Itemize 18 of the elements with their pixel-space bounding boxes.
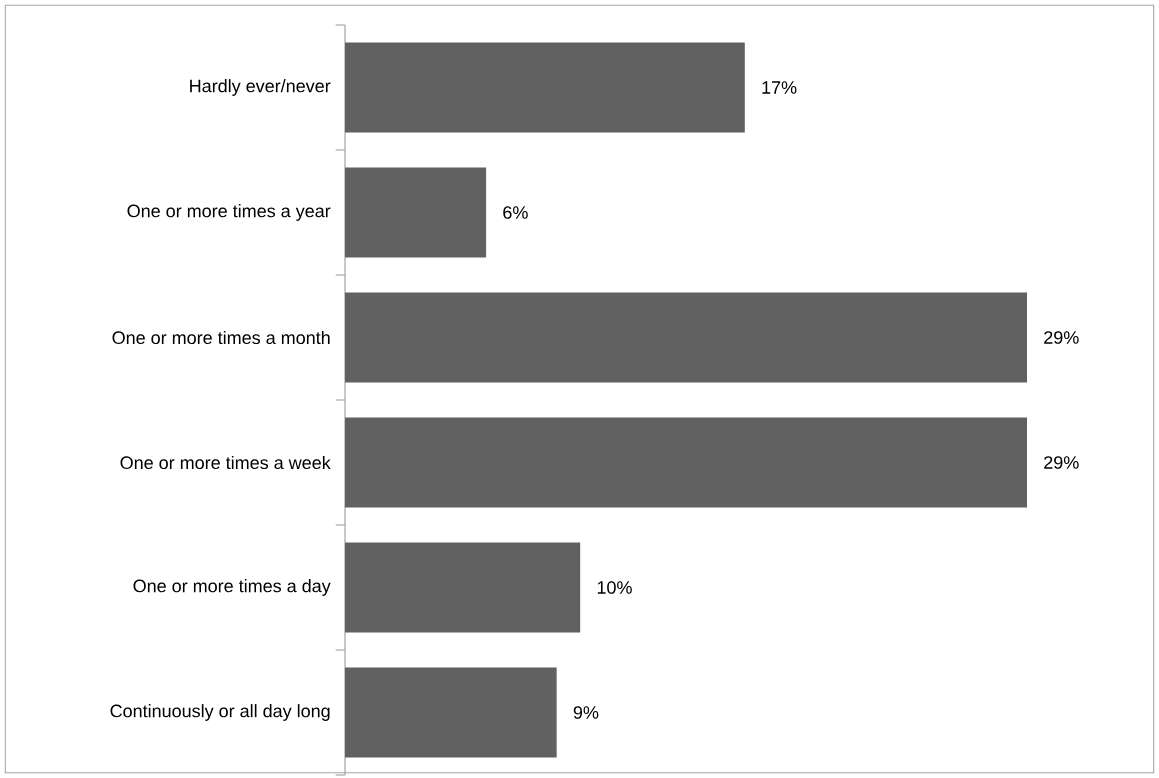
bar xyxy=(345,542,581,633)
y-tick-label: One or more times a week xyxy=(120,455,331,470)
data-label: 10% xyxy=(597,581,632,594)
bar xyxy=(345,667,557,758)
y-tick-label: One or more times a month xyxy=(112,330,330,345)
y-tick-label: One or more times a day xyxy=(133,579,331,596)
data-label: 6% xyxy=(503,206,528,219)
data-label: 29% xyxy=(1044,456,1079,469)
y-tick-label: Hardly ever/never xyxy=(190,79,331,96)
data-label: 9% xyxy=(573,706,599,719)
bar xyxy=(345,167,487,258)
bar xyxy=(345,42,745,133)
bar xyxy=(345,292,1028,383)
data-label: 29% xyxy=(1044,331,1079,344)
y-tick-label: One or more times a year xyxy=(127,204,331,221)
bar xyxy=(345,417,1028,508)
y-tick-label: Continuously or all day long xyxy=(110,704,330,721)
data-label: 17% xyxy=(762,81,797,94)
